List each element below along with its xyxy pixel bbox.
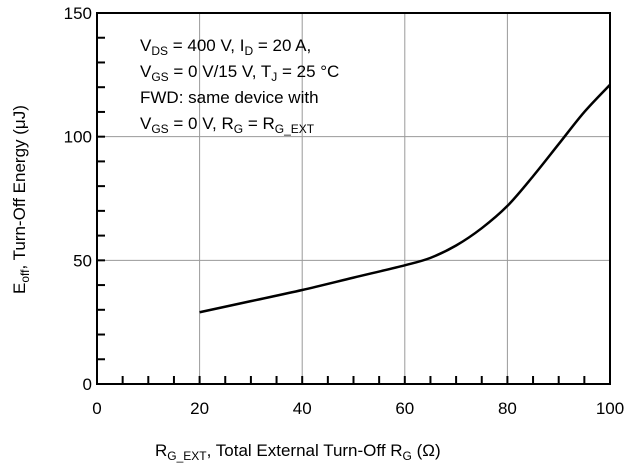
annotation-line-4: VGS = 0 V, RG = RG_EXT xyxy=(140,114,315,136)
x-tick-label: 80 xyxy=(498,399,517,418)
plot-frame xyxy=(96,12,611,385)
y-axis-title: Eoff, Turn-Off Energy (μJ) xyxy=(10,105,32,294)
y-tick-label: 150 xyxy=(64,4,92,23)
annotation-line-1: VDS = 400 V, ID = 20 A, xyxy=(140,36,312,58)
series-line xyxy=(199,83,611,314)
x-tick-label: 60 xyxy=(395,399,414,418)
x-tick-labels: 0 20 40 60 80 100 xyxy=(92,399,624,418)
annotation-line-2: VGS = 0 V/15 V, TJ = 25 °C xyxy=(140,62,340,84)
minor-ticks xyxy=(96,12,611,385)
x-tick-label: 0 xyxy=(92,399,101,418)
y-tick-label: 0 xyxy=(83,375,92,394)
x-tick-label: 40 xyxy=(293,399,312,418)
grid xyxy=(97,13,610,384)
annotation-line-3: FWD: same device with xyxy=(140,88,319,107)
y-tick-label: 100 xyxy=(64,128,92,147)
y-tick-labels: 0 50 100 150 xyxy=(64,4,92,394)
x-axis-title: RG_EXT, Total External Turn-Off RG (Ω) xyxy=(155,441,441,463)
y-tick-label: 50 xyxy=(73,251,92,270)
x-tick-label: 100 xyxy=(596,399,624,418)
x-tick-label: 20 xyxy=(190,399,209,418)
